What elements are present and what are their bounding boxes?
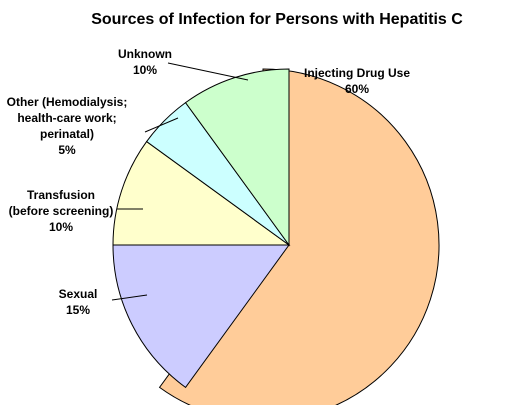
pie-slice <box>184 68 290 247</box>
leader-line <box>167 62 249 81</box>
pie-slice <box>112 244 290 389</box>
leader-line <box>111 294 148 301</box>
slice-labels-group: Injecting Drug Use 60% Sexual 15% Transfusio… <box>7 47 411 317</box>
leader-lines-group <box>111 62 249 301</box>
slice-label: Unknown 10% <box>118 47 172 77</box>
leader-line <box>144 117 179 133</box>
slice-label: Other (Hemodialysis; health-care work; per… <box>7 95 128 157</box>
slice-label: Sexual 15% <box>59 287 98 317</box>
slice-label: Transfusion (before screening) 10% <box>9 188 114 234</box>
slice-label: Injecting Drug Use 60% <box>304 66 410 96</box>
slices-group <box>112 68 440 405</box>
chart-title: Sources of Infection for Persons with He… <box>91 11 463 28</box>
pie-slice <box>112 140 291 246</box>
